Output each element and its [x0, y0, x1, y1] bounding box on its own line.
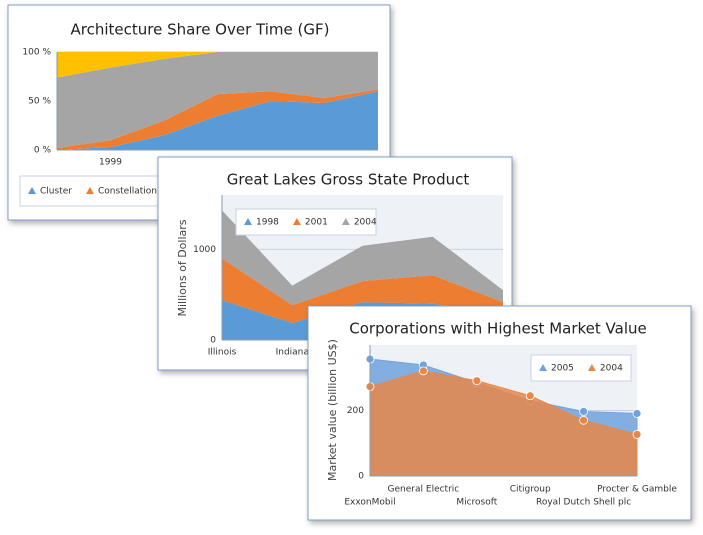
y-axis-label: Millions of Dollars: [176, 219, 189, 316]
x-tick-label: Illinois: [208, 348, 237, 358]
legend-marker: [587, 364, 596, 371]
y-tick-label: 0: [210, 336, 216, 346]
area: [57, 52, 378, 78]
x-tick-label: Royal Dutch Shell plc: [536, 498, 631, 508]
y-tick-label: 0 %: [34, 146, 52, 156]
point-marker: [579, 415, 588, 425]
chart-title: Great Lakes Gross State Product: [227, 171, 470, 189]
x-tick-label: Citigroup: [510, 485, 551, 495]
x-tick-label: ExxonMobil: [344, 498, 395, 508]
point-marker: [418, 366, 428, 376]
y-tick-label: 50 %: [28, 97, 51, 107]
area: [57, 89, 378, 150]
point-marker: [472, 376, 482, 386]
x-tick-label: Indiana: [276, 348, 309, 358]
x-tick-label: Microsoft: [456, 498, 497, 508]
x-tick-label: 1999: [99, 158, 122, 168]
legend-marker: [341, 218, 350, 225]
chart-card: Corporations with Highest Market Value Ma…: [307, 305, 692, 521]
legend-label: 2004: [354, 218, 377, 228]
legend-marker: [28, 187, 36, 194]
x-tick-label: General Electric: [388, 485, 460, 495]
chart-title: Architecture Share Over Time (GF): [71, 21, 330, 39]
y-tick-label: 100 %: [22, 48, 51, 58]
legend-marker: [244, 218, 252, 225]
legend-marker: [539, 364, 547, 371]
point-marker: [632, 430, 642, 439]
legend-box: [530, 354, 632, 382]
x-tick-label: Procter & Gamble: [597, 485, 677, 495]
area: [57, 91, 378, 150]
point-marker: [632, 409, 642, 418]
y-tick-label: 0: [358, 472, 364, 482]
chart-card: Architecture Share Over Time (GF) 0 % 50 %…: [7, 4, 391, 221]
chart-title: Corporations with Highest Market Value: [349, 320, 646, 338]
legend-label: 2004: [600, 364, 623, 374]
legend-label: Cluster: [40, 187, 72, 197]
y-tick-label: 1000: [193, 245, 216, 255]
point-marker: [579, 407, 588, 416]
legend-label: 1998: [256, 218, 279, 228]
area: [222, 258, 503, 324]
y-axis-label: Market value (billion US$): [326, 339, 339, 481]
legend-marker: [85, 187, 94, 194]
legend-label: 2001: [305, 218, 328, 228]
legend-label: Constellations: [98, 187, 162, 197]
legend-label: 2005: [551, 364, 574, 374]
point-marker: [525, 391, 535, 401]
y-tick-label: 200: [347, 406, 364, 416]
area: [222, 210, 503, 306]
legend-box: [235, 208, 377, 236]
area: [57, 52, 378, 149]
legend-marker: [292, 218, 301, 225]
